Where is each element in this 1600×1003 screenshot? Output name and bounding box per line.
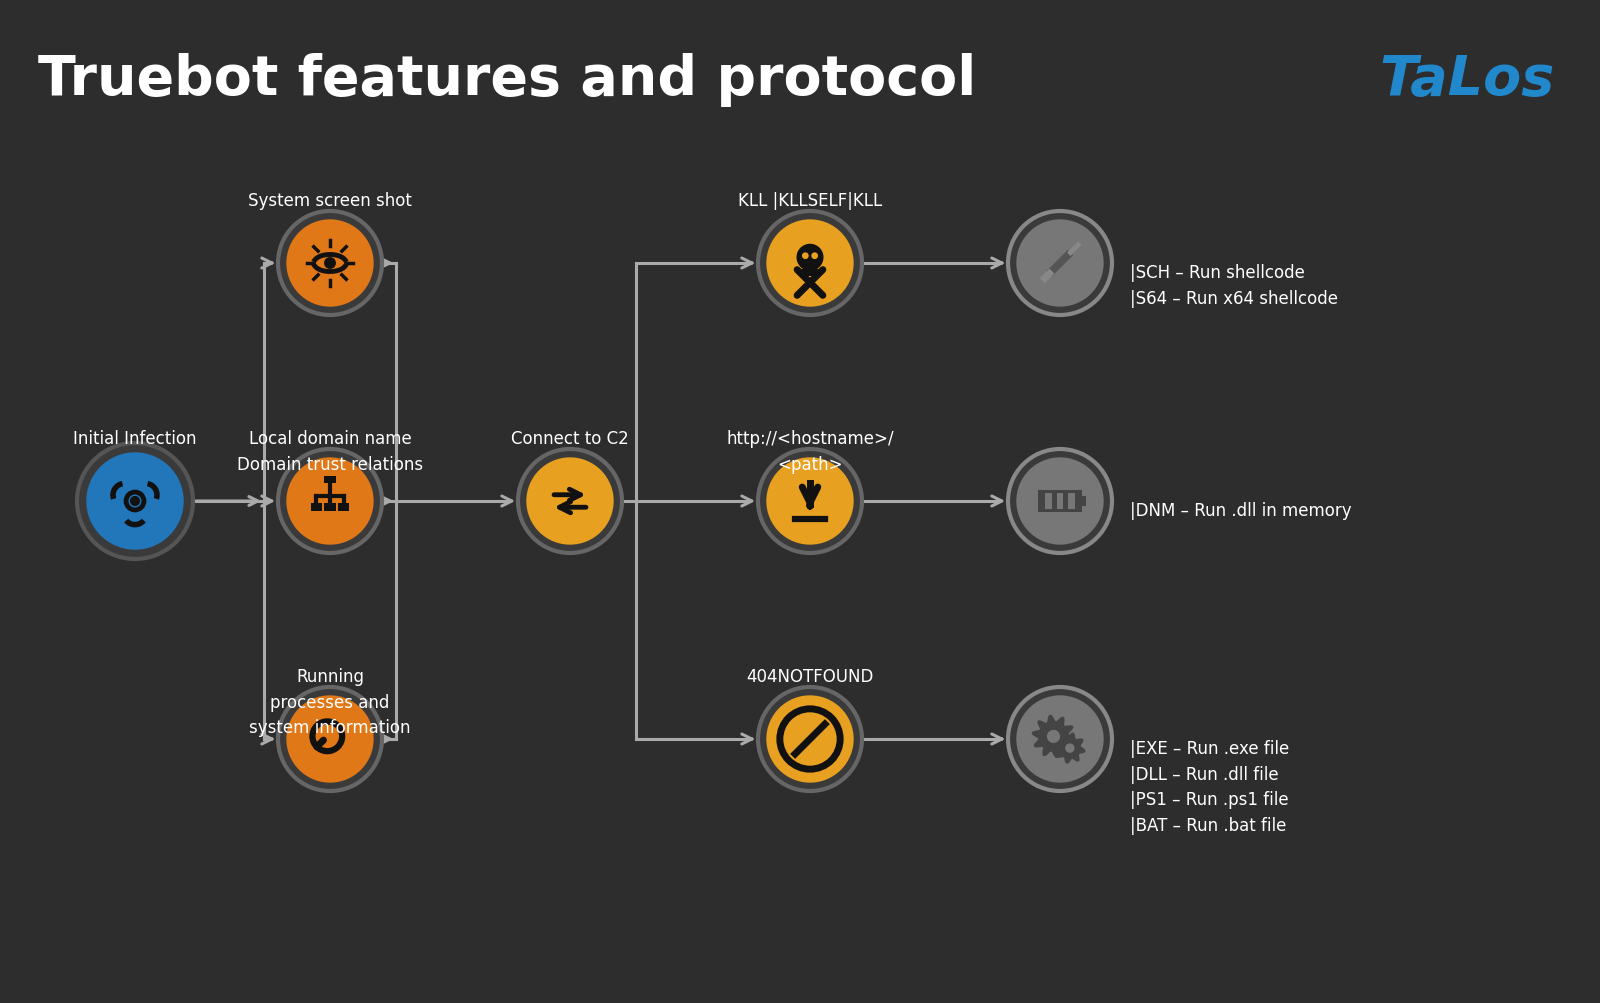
Text: Running
processes and
system information: Running processes and system information	[250, 667, 411, 736]
FancyBboxPatch shape	[338, 504, 349, 511]
Circle shape	[1066, 743, 1075, 753]
Circle shape	[325, 258, 336, 270]
Circle shape	[766, 696, 854, 783]
FancyBboxPatch shape	[1038, 496, 1042, 507]
Text: Connect to C2: Connect to C2	[510, 429, 629, 447]
Polygon shape	[1054, 733, 1085, 764]
FancyBboxPatch shape	[1045, 493, 1051, 510]
Circle shape	[286, 220, 374, 307]
FancyBboxPatch shape	[1038, 490, 1082, 513]
Circle shape	[286, 457, 374, 546]
Circle shape	[278, 449, 382, 554]
Circle shape	[278, 687, 382, 791]
Text: |EXE – Run .exe file
|DLL – Run .dll file
|PS1 – Run .ps1 file
|BAT – Run .bat f: |EXE – Run .exe file |DLL – Run .dll fil…	[1130, 739, 1290, 834]
Circle shape	[86, 452, 184, 551]
Text: |DNM – Run .dll in memory: |DNM – Run .dll in memory	[1130, 502, 1352, 520]
Text: System screen shot: System screen shot	[248, 192, 411, 210]
Text: TaLos: TaLos	[1379, 53, 1555, 107]
Circle shape	[1016, 220, 1104, 307]
Circle shape	[1016, 696, 1104, 783]
Polygon shape	[1046, 251, 1074, 277]
Circle shape	[130, 496, 141, 507]
Circle shape	[278, 212, 382, 316]
Circle shape	[77, 443, 194, 560]
Text: |SCH – Run shellcode
|S64 – Run x64 shellcode: |SCH – Run shellcode |S64 – Run x64 shel…	[1130, 264, 1338, 307]
Text: KLL |KLLSELF|KLL: KLL |KLLSELF|KLL	[738, 192, 882, 210]
Text: Local domain name
Domain trust relations: Local domain name Domain trust relations	[237, 429, 422, 473]
Circle shape	[766, 220, 854, 307]
Circle shape	[518, 449, 622, 554]
Circle shape	[1008, 687, 1112, 791]
Circle shape	[526, 457, 614, 546]
Text: 404NOTFOUND: 404NOTFOUND	[746, 667, 874, 685]
FancyBboxPatch shape	[802, 270, 818, 277]
Circle shape	[802, 253, 808, 260]
Circle shape	[1008, 212, 1112, 316]
Polygon shape	[1032, 715, 1075, 758]
Text: http://<hostname>/
<path>: http://<hostname>/ <path>	[726, 429, 894, 473]
FancyBboxPatch shape	[325, 504, 336, 511]
Circle shape	[797, 245, 824, 272]
Circle shape	[1008, 449, 1112, 554]
Circle shape	[1016, 457, 1104, 546]
FancyBboxPatch shape	[310, 504, 322, 511]
Circle shape	[766, 457, 854, 546]
Text: Truebot features and protocol: Truebot features and protocol	[38, 53, 976, 107]
Circle shape	[758, 687, 862, 791]
Text: Initial Infection: Initial Infection	[74, 429, 197, 447]
FancyBboxPatch shape	[1069, 493, 1075, 510]
FancyBboxPatch shape	[325, 476, 336, 483]
Circle shape	[1046, 730, 1061, 743]
Circle shape	[758, 449, 862, 554]
FancyBboxPatch shape	[1082, 496, 1086, 507]
Circle shape	[758, 212, 862, 316]
Circle shape	[811, 253, 818, 260]
FancyBboxPatch shape	[1056, 493, 1064, 510]
Circle shape	[286, 696, 374, 783]
